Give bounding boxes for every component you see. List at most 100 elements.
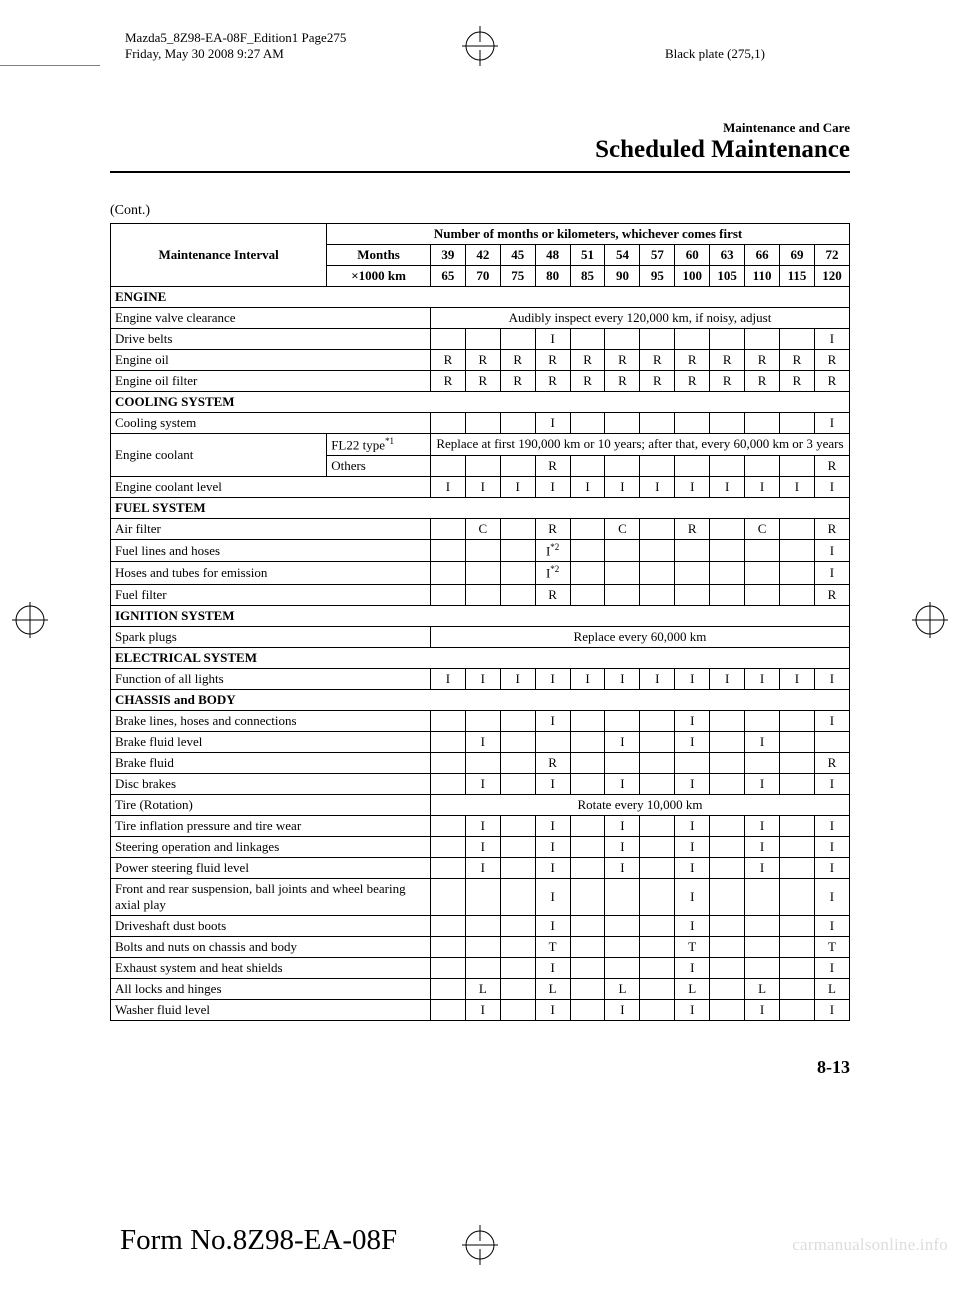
cell: R [500, 349, 535, 370]
cell: I [675, 731, 710, 752]
span-Engine valve clearance: Audibly inspect every 120,000 km, if noi… [430, 307, 849, 328]
cell [500, 328, 535, 349]
row-Front and rear suspension, ball joints and wheel bearing axial play: Front and rear suspension, ball joints a… [111, 878, 431, 915]
cell: I [430, 668, 465, 689]
cell [605, 957, 640, 978]
row-Spark plugs: Spark plugs [111, 626, 431, 647]
cell [675, 328, 710, 349]
row-Function of all lights: Function of all lights [111, 668, 431, 689]
cell [570, 328, 605, 349]
cell: I [675, 878, 710, 915]
cell [500, 540, 535, 562]
cell [745, 915, 780, 936]
cell: I [605, 857, 640, 878]
cell [605, 328, 640, 349]
cell [780, 878, 815, 915]
section-ELECTRICAL SYSTEM: ELECTRICAL SYSTEM [111, 647, 850, 668]
cell [745, 328, 780, 349]
cell: R [535, 519, 570, 540]
cell [605, 915, 640, 936]
cell [605, 540, 640, 562]
cell [465, 328, 500, 349]
cell: R [814, 370, 849, 391]
cell [500, 456, 535, 477]
hdr-km-2: 75 [500, 265, 535, 286]
cell: I [814, 412, 849, 433]
cell: R [570, 349, 605, 370]
cell [430, 857, 465, 878]
cell: I [605, 999, 640, 1020]
cell: R [675, 519, 710, 540]
cell [465, 752, 500, 773]
section-small: Maintenance and Care [110, 120, 850, 136]
cell: I [675, 957, 710, 978]
cell [675, 412, 710, 433]
cell [640, 752, 675, 773]
cell: I [814, 773, 849, 794]
cell [430, 957, 465, 978]
row-Tire (Rotation): Tire (Rotation) [111, 794, 431, 815]
cell [710, 519, 745, 540]
cell: I [535, 999, 570, 1020]
cell [535, 731, 570, 752]
cell [570, 540, 605, 562]
cell [780, 978, 815, 999]
cell: R [535, 349, 570, 370]
cell [500, 999, 535, 1020]
cell [780, 999, 815, 1020]
cell: I [675, 999, 710, 1020]
cell [780, 957, 815, 978]
cell: R [640, 370, 675, 391]
cell: I [745, 815, 780, 836]
cell: R [745, 370, 780, 391]
form-number: Form No.8Z98-EA-08F [120, 1224, 397, 1257]
sub-FL22 type: FL22 type*1 [327, 433, 431, 455]
cell: I [675, 710, 710, 731]
hdr-km-0: 65 [430, 265, 465, 286]
hdr-months-label: Months [327, 244, 431, 265]
cell [780, 773, 815, 794]
cell: I [605, 731, 640, 752]
cell: I*2 [535, 540, 570, 562]
row-Brake fluid: Brake fluid [111, 752, 431, 773]
cell [570, 752, 605, 773]
page: Mazda5_8Z98-EA-08F_Edition1 Page275 Frid… [0, 0, 960, 1293]
cell [745, 878, 780, 915]
hdr-month-6: 57 [640, 244, 675, 265]
cell: L [605, 978, 640, 999]
cell [640, 584, 675, 605]
hdr-km-9: 110 [745, 265, 780, 286]
cell [780, 915, 815, 936]
cell: I [675, 668, 710, 689]
cell: L [465, 978, 500, 999]
cell [500, 773, 535, 794]
maintenance-table: Maintenance IntervalNumber of months or … [110, 223, 850, 1021]
doc-header-left: Mazda5_8Z98-EA-08F_Edition1 Page275 Frid… [125, 30, 346, 63]
cell [640, 710, 675, 731]
hdr-km-4: 85 [570, 265, 605, 286]
cell: R [535, 456, 570, 477]
cell: R [605, 349, 640, 370]
row-Bolts and nuts on chassis and body: Bolts and nuts on chassis and body [111, 936, 431, 957]
cell [814, 731, 849, 752]
cell [465, 540, 500, 562]
cell: I [745, 477, 780, 498]
row-Engine oil: Engine oil [111, 349, 431, 370]
cell: I [675, 773, 710, 794]
cell: R [814, 752, 849, 773]
cell: I [465, 857, 500, 878]
row-Steering operation and linkages: Steering operation and linkages [111, 836, 431, 857]
cell: I [675, 477, 710, 498]
cell [640, 815, 675, 836]
cell [640, 836, 675, 857]
cell [640, 731, 675, 752]
cell [640, 540, 675, 562]
cell [570, 815, 605, 836]
cell: I [465, 731, 500, 752]
cell: R [535, 752, 570, 773]
cont-label: (Cont.) [110, 203, 850, 219]
hdr-month-3: 48 [535, 244, 570, 265]
hdr-month-0: 39 [430, 244, 465, 265]
cell [780, 456, 815, 477]
section-ENGINE: ENGINE [111, 286, 850, 307]
